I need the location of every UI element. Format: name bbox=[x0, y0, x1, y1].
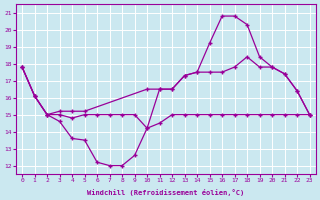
X-axis label: Windchill (Refroidissement éolien,°C): Windchill (Refroidissement éolien,°C) bbox=[87, 189, 244, 196]
